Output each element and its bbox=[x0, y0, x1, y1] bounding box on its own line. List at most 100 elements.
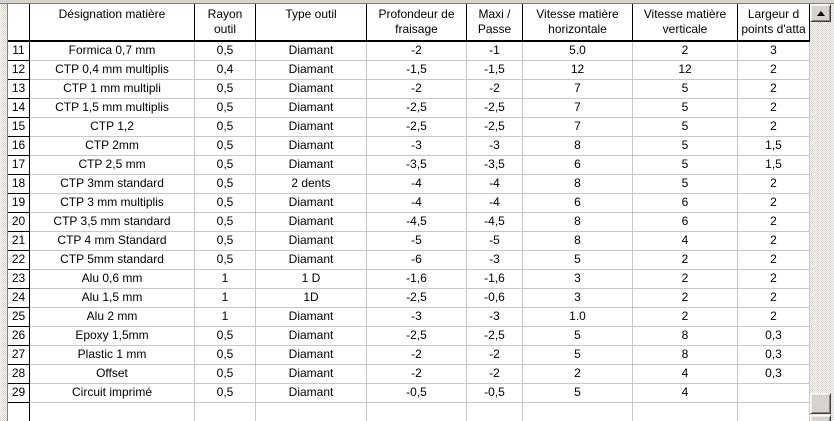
cell-designation[interactable]: Circuit imprimé bbox=[30, 384, 195, 403]
cell-rayon_outil[interactable]: 1 bbox=[195, 308, 256, 327]
cell-vitesse_verticale[interactable]: 4 bbox=[633, 232, 738, 251]
cell-type_outil[interactable]: Diamant bbox=[256, 137, 367, 156]
cell-designation[interactable]: Alu 0,6 mm bbox=[30, 270, 195, 289]
cell-vitesse_horizontale[interactable]: 3 bbox=[523, 270, 633, 289]
cell-type_outil[interactable]: Diamant bbox=[256, 118, 367, 137]
cell-rayon_outil[interactable]: 0,5 bbox=[195, 175, 256, 194]
cell-vitesse_horizontale[interactable]: 6 bbox=[523, 156, 633, 175]
cell-designation[interactable]: CTP 3mm standard bbox=[30, 175, 195, 194]
cell-maxi_passe[interactable]: -3 bbox=[467, 308, 523, 327]
cell-profondeur[interactable]: -0,5 bbox=[367, 384, 467, 403]
cell-designation[interactable]: Formica 0,7 mm bbox=[30, 42, 195, 61]
cell-rayon_outil[interactable]: 0,5 bbox=[195, 118, 256, 137]
cell-rayon_outil[interactable]: 1 bbox=[195, 270, 256, 289]
cell-designation[interactable]: CTP 4 mm Standard bbox=[30, 232, 195, 251]
cell-rayon_outil[interactable]: 0,5 bbox=[195, 194, 256, 213]
cell-vitesse_verticale[interactable]: 6 bbox=[633, 194, 738, 213]
cell-vitesse_horizontale[interactable]: 5 bbox=[523, 346, 633, 365]
cell-vitesse_horizontale[interactable]: 8 bbox=[523, 232, 633, 251]
cell-designation[interactable]: CTP 1,5 mm multiplis bbox=[30, 99, 195, 118]
cell-vitesse_horizontale[interactable]: 2 bbox=[523, 365, 633, 384]
cell-vitesse_horizontale[interactable]: 3 bbox=[523, 289, 633, 308]
cell-designation[interactable]: CTP 2mm bbox=[30, 137, 195, 156]
cell-profondeur[interactable]: -2,5 bbox=[367, 118, 467, 137]
cell-profondeur[interactable]: -4,5 bbox=[367, 213, 467, 232]
cell-rayon_outil[interactable]: 0,5 bbox=[195, 327, 256, 346]
cell-largeur_points_attache[interactable]: 0,3 bbox=[738, 365, 810, 384]
cell-type_outil[interactable]: Diamant bbox=[256, 194, 367, 213]
cell-designation[interactable]: Plastic 1 mm bbox=[30, 346, 195, 365]
cell-vitesse_verticale[interactable]: 2 bbox=[633, 42, 738, 61]
cell-vitesse_horizontale[interactable]: 6 bbox=[523, 194, 633, 213]
cell-vitesse_verticale[interactable]: 6 bbox=[633, 213, 738, 232]
cell-vitesse_verticale[interactable]: 2 bbox=[633, 251, 738, 270]
cell-maxi_passe[interactable]: -2 bbox=[467, 365, 523, 384]
cell-maxi_passe[interactable]: -1 bbox=[467, 42, 523, 61]
cell-maxi_passe[interactable]: -3 bbox=[467, 137, 523, 156]
cell-largeur_points_attache[interactable]: 2 bbox=[738, 213, 810, 232]
cell-rayon_outil[interactable]: 0,5 bbox=[195, 137, 256, 156]
vertical-scrollbar[interactable] bbox=[810, 4, 831, 421]
cell-vitesse_verticale[interactable]: 5 bbox=[633, 118, 738, 137]
cell-maxi_passe[interactable]: -1,6 bbox=[467, 270, 523, 289]
cell-type_outil[interactable]: Diamant bbox=[256, 365, 367, 384]
cell-maxi_passe[interactable]: -2 bbox=[467, 80, 523, 99]
cell-vitesse_horizontale[interactable]: 5 bbox=[523, 327, 633, 346]
cell-vitesse_horizontale[interactable]: 8 bbox=[523, 137, 633, 156]
cell-largeur_points_attache[interactable]: 2 bbox=[738, 61, 810, 80]
cell-largeur_points_attache[interactable]: 2 bbox=[738, 308, 810, 327]
cell-rayon_outil[interactable]: 0,5 bbox=[195, 213, 256, 232]
cell-largeur_points_attache[interactable]: 2 bbox=[738, 118, 810, 137]
cell-vitesse_horizontale[interactable]: 1.0 bbox=[523, 308, 633, 327]
cell-maxi_passe[interactable]: -0,5 bbox=[467, 384, 523, 403]
cell-vitesse_verticale[interactable]: 4 bbox=[633, 384, 738, 403]
cell-vitesse_horizontale[interactable]: 5 bbox=[523, 251, 633, 270]
cell-vitesse_verticale[interactable]: 12 bbox=[633, 61, 738, 80]
cell-vitesse_horizontale[interactable]: 8 bbox=[523, 213, 633, 232]
cell-profondeur[interactable]: -2 bbox=[367, 346, 467, 365]
cell-vitesse_verticale[interactable]: 2 bbox=[633, 270, 738, 289]
cell-profondeur[interactable]: -2 bbox=[367, 365, 467, 384]
cell-vitesse_verticale[interactable]: 5 bbox=[633, 80, 738, 99]
cell-designation[interactable]: CTP 1 mm multipli bbox=[30, 80, 195, 99]
cell-rayon_outil[interactable]: 0,5 bbox=[195, 384, 256, 403]
cell-type_outil[interactable]: Diamant bbox=[256, 213, 367, 232]
cell-profondeur[interactable]: -1,5 bbox=[367, 61, 467, 80]
cell-largeur_points_attache[interactable]: 3 bbox=[738, 42, 810, 61]
cell-type_outil[interactable]: Diamant bbox=[256, 61, 367, 80]
cell-profondeur[interactable]: -5 bbox=[367, 232, 467, 251]
cell-largeur_points_attache[interactable]: 0,3 bbox=[738, 346, 810, 365]
cell-largeur_points_attache[interactable]: 0,3 bbox=[738, 327, 810, 346]
cell-vitesse_verticale[interactable]: 5 bbox=[633, 137, 738, 156]
cell-profondeur[interactable]: -2,5 bbox=[367, 99, 467, 118]
cell-vitesse_horizontale[interactable]: 5.0 bbox=[523, 42, 633, 61]
cell-largeur_points_attache[interactable]: 2 bbox=[738, 80, 810, 99]
cell-type_outil[interactable]: 1 D bbox=[256, 270, 367, 289]
scrollbar-thumb[interactable] bbox=[810, 393, 831, 414]
cell-rayon_outil[interactable]: 0,5 bbox=[195, 42, 256, 61]
scroll-down-button[interactable] bbox=[810, 415, 831, 421]
cell-largeur_points_attache[interactable]: 1,5 bbox=[738, 156, 810, 175]
cell-vitesse_verticale[interactable]: 2 bbox=[633, 289, 738, 308]
cell-largeur_points_attache[interactable]: 2 bbox=[738, 270, 810, 289]
cell-vitesse_verticale[interactable]: 5 bbox=[633, 175, 738, 194]
cell-type_outil[interactable]: Diamant bbox=[256, 327, 367, 346]
cell-vitesse_verticale[interactable]: 8 bbox=[633, 346, 738, 365]
cell-vitesse_verticale[interactable]: 2 bbox=[633, 308, 738, 327]
cell-vitesse_horizontale[interactable]: 7 bbox=[523, 118, 633, 137]
cell-type_outil[interactable]: Diamant bbox=[256, 308, 367, 327]
cell-type_outil[interactable]: Diamant bbox=[256, 156, 367, 175]
cell-maxi_passe[interactable]: -2,5 bbox=[467, 99, 523, 118]
cell-vitesse_horizontale[interactable]: 7 bbox=[523, 80, 633, 99]
cell-type_outil[interactable]: Diamant bbox=[256, 99, 367, 118]
cell-designation[interactable]: CTP 5mm standard bbox=[30, 251, 195, 270]
cell-rayon_outil[interactable]: 0,5 bbox=[195, 365, 256, 384]
cell-profondeur[interactable]: -4 bbox=[367, 175, 467, 194]
cell-largeur_points_attache[interactable]: 2 bbox=[738, 175, 810, 194]
cell-designation[interactable]: CTP 0,4 mm multiplis bbox=[30, 61, 195, 80]
cell-type_outil[interactable]: Diamant bbox=[256, 80, 367, 99]
cell-profondeur[interactable]: -3 bbox=[367, 308, 467, 327]
cell-largeur_points_attache[interactable] bbox=[738, 384, 810, 403]
cell-maxi_passe[interactable]: -5 bbox=[467, 232, 523, 251]
cell-rayon_outil[interactable]: 0,5 bbox=[195, 251, 256, 270]
